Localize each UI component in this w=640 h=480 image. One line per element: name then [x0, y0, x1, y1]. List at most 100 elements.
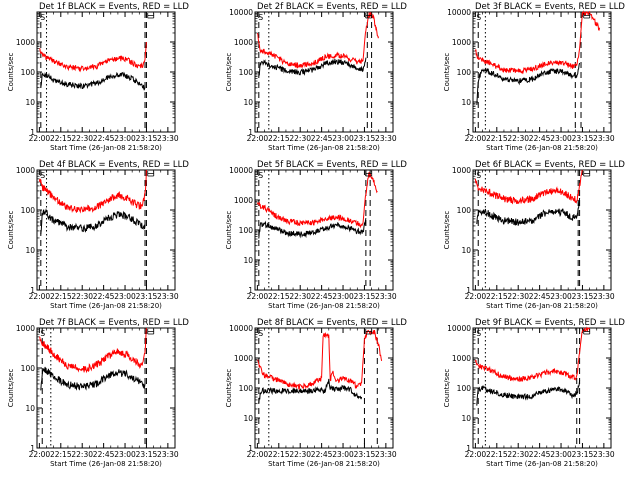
y-axis-label: Counts/sec	[7, 211, 15, 250]
y-tick-label: 10	[461, 414, 471, 423]
x-tick-label: 22:30	[289, 134, 311, 143]
y-tick-label: 100	[239, 226, 254, 235]
x-tick-label: 23:00	[332, 292, 354, 301]
start-marker-label: S	[40, 329, 45, 338]
x-tick-label: 22:30	[71, 292, 93, 301]
end-bracket-icon	[147, 13, 155, 19]
start-marker-label: S	[258, 171, 263, 180]
y-tick-label: 1	[248, 128, 253, 137]
detector-panel-2: Det 2f BLACK = Events, RED = LLD 1 10 100 10…	[225, 2, 407, 152]
events-series-line	[40, 366, 146, 391]
x-tick-label: 22:45	[93, 134, 115, 143]
panel-title: Det 4f BLACK = Events, RED = LLD	[39, 160, 189, 170]
start-marker-label: S	[40, 13, 45, 22]
start-marker-label: S	[258, 13, 263, 22]
events-series-line	[476, 62, 581, 105]
y-tick-label: 1000	[452, 354, 471, 363]
lld-series-line	[474, 326, 591, 383]
detector-panel-3: Det 3f BLACK = Events, RED = LLD 1 10 100 10…	[443, 2, 625, 152]
x-axis-label: Start Time (26-Jan-08 21:58:20)	[50, 302, 162, 310]
y-tick-label: 1000	[234, 196, 253, 205]
lld-series-line	[256, 171, 378, 229]
events-series-line	[258, 378, 363, 403]
start-marker-label: S	[476, 171, 481, 180]
x-tick-label: 23:00	[332, 450, 354, 459]
y-axis-label: Counts/sec	[7, 53, 15, 92]
x-tick-label: 23:15	[572, 292, 594, 301]
x-tick-label: 22:15	[486, 292, 508, 301]
y-tick-label: 1	[30, 286, 35, 295]
x-tick-label: 23:00	[550, 292, 572, 301]
x-axis-label: Start Time (26-Jan-08 21:58:20)	[486, 144, 598, 152]
y-tick-label: 10000	[447, 324, 471, 333]
y-tick-label: 1000	[234, 354, 253, 363]
y-tick-label: 100	[457, 206, 472, 215]
y-tick-label: 1	[466, 444, 471, 453]
x-tick-label: 22:15	[268, 134, 290, 143]
y-axis-label: Counts/sec	[225, 53, 233, 92]
x-tick-label: 22:15	[486, 450, 508, 459]
x-tick-label: 22:45	[93, 450, 115, 459]
detector-panel-5: Det 5f BLACK = Events, RED = LLD 1 10 100 10…	[225, 160, 407, 310]
y-tick-label: 10	[25, 98, 35, 107]
events-series-line	[476, 197, 581, 226]
y-tick-label: 100	[457, 68, 472, 77]
x-tick-label: 23:30	[593, 450, 615, 459]
x-tick-label: 22:45	[311, 134, 333, 143]
y-tick-label: 100	[21, 206, 36, 215]
x-tick-label: 22:45	[93, 292, 115, 301]
x-tick-label: 23:00	[332, 134, 354, 143]
y-tick-label: 1	[466, 128, 471, 137]
x-tick-label: 22:15	[268, 450, 290, 459]
x-tick-label: 23:15	[136, 450, 158, 459]
x-axis-label: Start Time (26-Jan-08 21:58:20)	[486, 460, 598, 468]
x-axis-label: Start Time (26-Jan-08 21:58:20)	[268, 460, 380, 468]
x-tick-label: 22:00	[247, 134, 269, 143]
end-bracket-icon	[583, 171, 591, 177]
x-tick-label: 23:30	[157, 292, 179, 301]
panel-title: Det 7f BLACK = Events, RED = LLD	[39, 318, 189, 328]
detector-panel-8: Det 8f BLACK = Events, RED = LLD 1 10 100 10…	[225, 318, 407, 468]
x-tick-label: 22:00	[465, 450, 487, 459]
y-axis-label: Counts/sec	[443, 211, 451, 250]
end-bracket-icon	[365, 171, 373, 177]
x-tick-label: 23:15	[572, 134, 594, 143]
x-tick-label: 22:00	[247, 292, 269, 301]
x-tick-label: 23:30	[157, 134, 179, 143]
x-tick-label: 22:30	[71, 450, 93, 459]
y-tick-label: 100	[21, 68, 36, 77]
y-tick-label: 1000	[452, 38, 471, 47]
x-tick-label: 22:30	[71, 134, 93, 143]
lld-series-line	[39, 41, 147, 73]
panel-title: Det 2f BLACK = Events, RED = LLD	[257, 2, 407, 12]
x-tick-label: 22:15	[50, 292, 72, 301]
end-bracket-icon	[583, 13, 591, 19]
lld-series-line	[257, 329, 383, 391]
events-series-line	[476, 380, 581, 406]
y-axis-label: Counts/sec	[7, 369, 15, 408]
x-tick-label: 23:00	[114, 292, 136, 301]
x-axis-label: Start Time (26-Jan-08 21:58:20)	[486, 302, 598, 310]
y-tick-label: 1000	[16, 38, 35, 47]
start-marker-label: S	[476, 329, 481, 338]
lld-series-line	[474, 10, 601, 75]
panel-title: Det 9f BLACK = Events, RED = LLD	[475, 318, 625, 328]
y-tick-label: 1000	[16, 324, 35, 333]
end-bracket-icon	[147, 329, 155, 335]
x-tick-label: 22:00	[29, 292, 51, 301]
y-tick-label: 1000	[234, 38, 253, 47]
y-tick-label: 100	[21, 364, 36, 373]
x-tick-label: 23:30	[375, 134, 397, 143]
y-tick-label: 10000	[229, 324, 253, 333]
x-tick-label: 23:15	[136, 292, 158, 301]
x-tick-label: 22:15	[486, 134, 508, 143]
x-tick-label: 23:15	[354, 450, 376, 459]
y-tick-label: 1	[466, 286, 471, 295]
y-tick-label: 100	[457, 384, 472, 393]
x-tick-label: 22:45	[529, 292, 551, 301]
detector-panel-7: Det 7f BLACK = Events, RED = LLD 1 10 100 10…	[7, 318, 189, 468]
detector-panel-9: Det 9f BLACK = Events, RED = LLD 1 10 100 10…	[443, 318, 625, 468]
x-tick-label: 22:15	[268, 292, 290, 301]
detector-panel-6: Det 6f BLACK = Events, RED = LLD 1 10 100 10…	[443, 160, 625, 310]
